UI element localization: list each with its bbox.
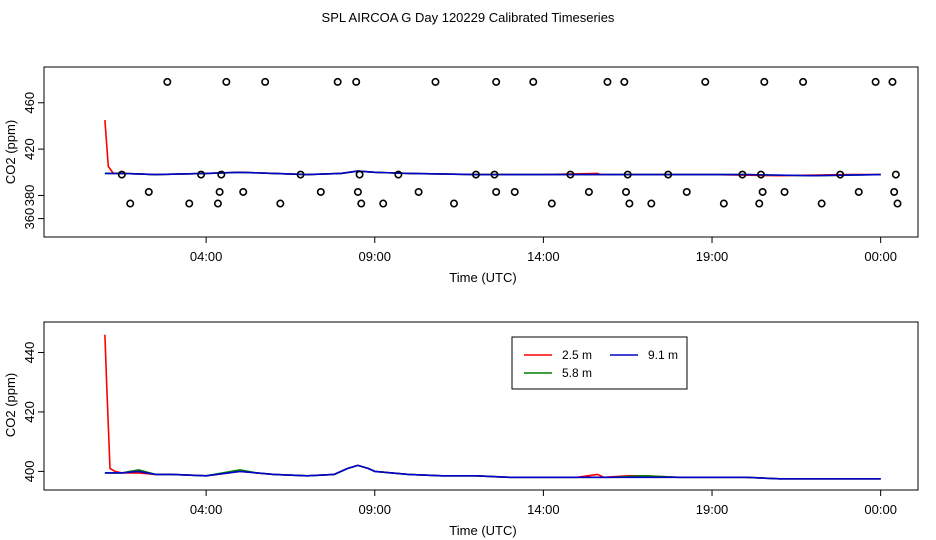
top-marker <box>471 170 480 179</box>
top-marker <box>213 199 222 208</box>
top-marker <box>625 199 634 208</box>
top-ytick-label: 360 <box>22 208 37 230</box>
top-marker <box>316 187 325 196</box>
bottom-ytick-label: 400 <box>22 461 37 483</box>
top-marker <box>701 77 710 86</box>
top-marker <box>492 187 501 196</box>
top-marker <box>799 77 808 86</box>
top-marker <box>450 199 459 208</box>
bottom-xtick-label: 09:00 <box>358 502 391 517</box>
top-marker <box>510 187 519 196</box>
top-marker <box>492 77 501 86</box>
top-marker <box>893 199 902 208</box>
top-marker <box>217 170 226 179</box>
top-xlabel: Time (UTC) <box>449 270 516 285</box>
bottom-ylabel: CO2 (ppm) <box>3 373 18 437</box>
top-marker <box>566 170 575 179</box>
top-marker <box>664 170 673 179</box>
top-marker <box>755 199 764 208</box>
figure-title: SPL AIRCOA G Day 120229 Calibrated Times… <box>322 10 615 25</box>
top-marker <box>891 170 900 179</box>
top-xtick-label: 09:00 <box>358 249 391 264</box>
top-marker <box>333 77 342 86</box>
top-marker <box>890 187 899 196</box>
top-marker <box>760 77 769 86</box>
top-ytick-label: 380 <box>22 185 37 207</box>
legend-label-2-5m: 2.5 m <box>562 348 592 362</box>
top-marker <box>756 170 765 179</box>
top-series-2-5-mline <box>104 120 881 177</box>
top-xtick-label: 04:00 <box>190 249 223 264</box>
top-xtick-label: 00:00 <box>864 249 897 264</box>
top-marker <box>126 199 135 208</box>
top-marker <box>197 170 206 179</box>
bottom-panel: 04:00 09:00 14:00 19:00 00:00 400 420 440 Time … <box>3 321 919 538</box>
legend: 2.5 m 5.8 m 9.1 m <box>511 336 688 390</box>
legend-label-9-1m: 9.1 m <box>648 348 678 362</box>
top-marker <box>682 187 691 196</box>
top-marker <box>758 187 767 196</box>
bottom-series-group <box>104 334 881 480</box>
bottom-series-9-1-mline <box>104 464 881 480</box>
top-marker <box>394 170 403 179</box>
bottom-xtick-label: 14:00 <box>527 502 560 517</box>
top-marker <box>431 77 440 86</box>
top-marker <box>296 170 305 179</box>
top-marker <box>584 187 593 196</box>
top-marker <box>352 77 361 86</box>
bottom-xlabel: Time (UTC) <box>449 523 516 538</box>
top-marker <box>871 77 880 86</box>
top-marker <box>620 77 629 86</box>
top-marker <box>529 77 538 86</box>
top-marker <box>144 187 153 196</box>
top-marker <box>261 77 270 86</box>
top-ytick-label: 460 <box>22 92 37 114</box>
top-marker <box>622 187 631 196</box>
top-marker <box>357 199 366 208</box>
top-xtick-label: 14:00 <box>527 249 560 264</box>
top-marker <box>222 77 231 86</box>
top-marker <box>185 199 194 208</box>
top-marker <box>647 199 656 208</box>
top-marker <box>738 170 747 179</box>
bottom-series-2-5-mline <box>104 334 881 480</box>
legend-label-5-8m: 5.8 m <box>562 366 592 380</box>
bottom-ytick-label: 440 <box>22 342 37 364</box>
top-markers-group <box>117 77 902 208</box>
bottom-xtick-label: 04:00 <box>190 502 223 517</box>
top-plot-frame <box>43 66 919 238</box>
top-marker <box>623 170 632 179</box>
top-marker <box>603 77 612 86</box>
top-marker <box>490 170 499 179</box>
top-series-group <box>104 120 881 177</box>
top-marker <box>276 199 285 208</box>
bottom-xtick-label: 19:00 <box>696 502 729 517</box>
top-marker <box>239 187 248 196</box>
top-marker <box>836 170 845 179</box>
top-marker <box>780 187 789 196</box>
top-marker <box>215 187 224 196</box>
top-marker <box>888 77 897 86</box>
top-xtick-label: 19:00 <box>696 249 729 264</box>
top-marker <box>414 187 423 196</box>
top-marker <box>117 170 126 179</box>
bottom-plot-frame <box>43 321 919 491</box>
top-ylabel: CO2 (ppm) <box>3 120 18 184</box>
top-marker <box>547 199 556 208</box>
legend-box <box>511 336 688 390</box>
bottom-ytick-label: 420 <box>22 401 37 423</box>
top-marker <box>817 199 826 208</box>
bottom-xtick-label: 00:00 <box>864 502 897 517</box>
top-marker <box>854 187 863 196</box>
top-marker <box>355 170 364 179</box>
top-marker <box>163 77 172 86</box>
top-marker <box>353 187 362 196</box>
top-ytick-label: 420 <box>22 138 37 160</box>
top-marker <box>379 199 388 208</box>
bottom-axis-ticks: 04:00 09:00 14:00 19:00 00:00 400 420 440 <box>22 342 897 517</box>
top-marker <box>719 199 728 208</box>
